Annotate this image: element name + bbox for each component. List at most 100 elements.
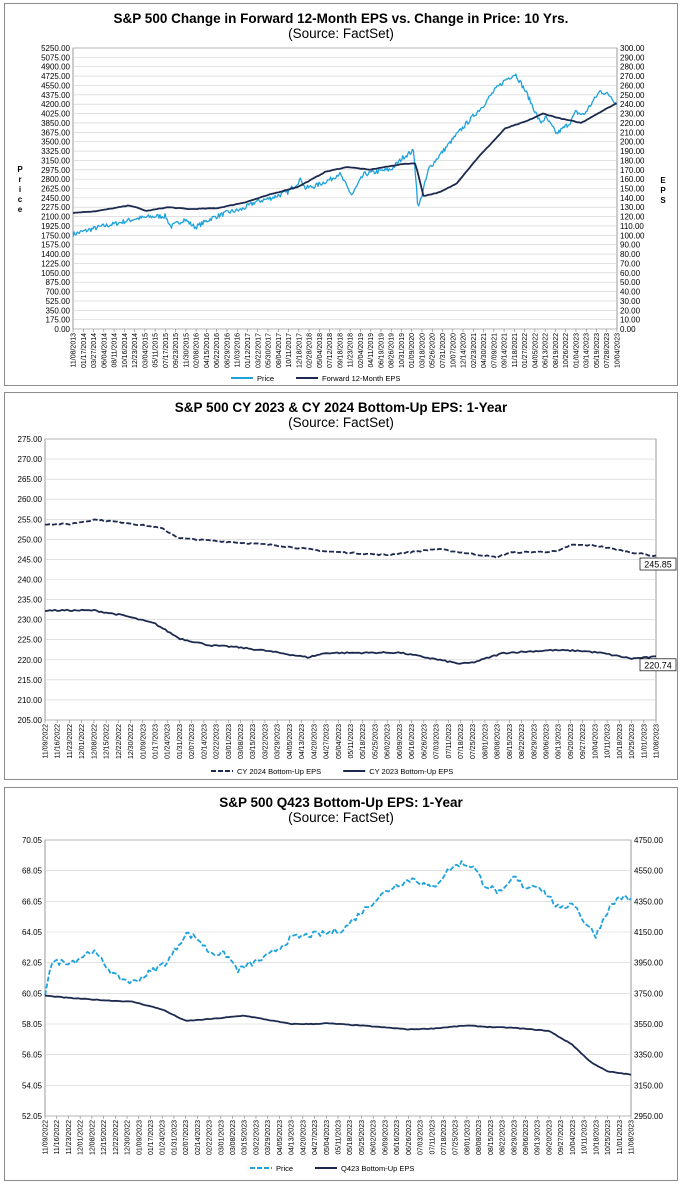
chart-3-xtick-label: 06/02/2023 xyxy=(371,1120,378,1155)
chart-1-ytick-right: 230.00 xyxy=(620,110,645,119)
chart-1-xtick-label: 11/23/2018 xyxy=(348,333,355,368)
chart-2-subtitle: (Source: FactSet) xyxy=(288,415,394,430)
chart-1-xtick-label: 10/04/2023 xyxy=(615,333,622,368)
chart-3-ytick-right: 4350.00 xyxy=(634,897,663,906)
chart-3-xtick-label: 01/24/2023 xyxy=(160,1120,167,1155)
chart-1-xtick-label: 06/04/2014 xyxy=(101,333,108,368)
chart-1-legend-label-0: Price xyxy=(257,374,274,383)
chart-1-xtick-label: 04/05/2022 xyxy=(532,333,539,368)
chart-1-xtick-label: 02/28/2018 xyxy=(307,333,314,368)
chart-2-ytick-left: 265.00 xyxy=(18,475,43,484)
chart-1-y2label-letter: P xyxy=(660,186,666,195)
chart-3-xtick-label: 08/29/2023 xyxy=(511,1120,518,1155)
chart-2-xtick-label: 11/16/2022 xyxy=(55,724,62,759)
chart-3-xtick-label: 07/18/2023 xyxy=(441,1120,448,1155)
chart-3-xtick-label: 08/22/2023 xyxy=(500,1120,507,1155)
chart-2-ytick-left: 235.00 xyxy=(18,596,43,605)
chart-1-xtick-label: 01/27/2022 xyxy=(522,333,529,368)
chart-1-xtick-label: 10/07/2020 xyxy=(450,333,457,368)
chart-2-xtick-label: 12/15/2022 xyxy=(104,724,111,759)
chart-2-xtick-label: 09/20/2023 xyxy=(568,724,575,759)
chart-1-ytick-right: 110.00 xyxy=(620,222,644,231)
chart-1-ytick-left: 3150.00 xyxy=(41,156,70,165)
chart-2-xtick-label: 03/08/2023 xyxy=(238,724,245,759)
chart-1-ytick-right: 260.00 xyxy=(620,81,645,90)
chart-3-xtick-label: 03/01/2023 xyxy=(218,1120,225,1155)
chart-2-xtick-label: 09/06/2023 xyxy=(544,724,551,759)
chart-panel-1: S&P 500 Change in Forward 12-Month EPS v… xyxy=(4,3,678,386)
chart-2-xtick-label: 10/18/2023 xyxy=(617,724,624,759)
chart-1-ytick-left: 700.00 xyxy=(46,288,71,297)
chart-2-xtick-label: 01/09/2023 xyxy=(140,724,147,759)
chart-3-ytick-left: 52.05 xyxy=(22,1112,43,1121)
chart-2-xtick-label: 06/16/2023 xyxy=(409,724,416,759)
chart-1-ytick-left: 1750.00 xyxy=(41,231,70,240)
chart-3-ytick-right: 4150.00 xyxy=(634,928,663,937)
chart-1-ylabel-letter: i xyxy=(19,185,21,194)
chart-3-xtick-label: 07/03/2023 xyxy=(418,1120,425,1155)
chart-1-ytick-left: 4200.00 xyxy=(41,100,70,109)
chart-2-xtick-label: 08/15/2023 xyxy=(507,724,514,759)
chart-2-xtick-label: 12/30/2022 xyxy=(128,724,135,759)
chart-1-series-price xyxy=(72,73,618,237)
chart-1-ytick-left: 5250.00 xyxy=(41,44,70,53)
chart-2-legend-label-0: CY 2024 Bottom-Up EPS xyxy=(237,767,321,776)
chart-2-xtick-label: 03/22/2023 xyxy=(262,724,269,759)
chart-1-ytick-right: 170.00 xyxy=(620,166,645,175)
chart-3-ytick-left: 54.05 xyxy=(22,1081,43,1090)
chart-2-xtick-label: 03/15/2023 xyxy=(250,724,257,759)
chart-3-xtick-label: 02/14/2023 xyxy=(195,1120,202,1155)
chart-2-xtick-label: 06/02/2023 xyxy=(385,724,392,759)
chart-1-xtick-label: 08/19/2022 xyxy=(553,333,560,368)
chart-1-xtick-label: 07/17/2015 xyxy=(163,333,170,368)
chart-3-ytick-right: 3150.00 xyxy=(634,1081,663,1090)
chart-2-xtick-label: 02/07/2023 xyxy=(189,724,196,759)
chart-1-ytick-right: 150.00 xyxy=(620,185,645,194)
chart-3-xtick-label: 05/04/2023 xyxy=(324,1120,331,1155)
chart-2-ytick-left: 210.00 xyxy=(18,696,43,705)
chart-1-ytick-right: 190.00 xyxy=(620,147,645,156)
chart-3-ytick-left: 70.05 xyxy=(22,836,43,845)
chart-3-xtick-label: 07/11/2023 xyxy=(429,1120,436,1155)
chart-1-ytick-right: 120.00 xyxy=(620,213,645,222)
chart-2-xtick-label: 05/11/2023 xyxy=(348,724,355,759)
chart-1-ytick-right: 70.00 xyxy=(620,259,641,268)
chart-2-xtick-label: 06/26/2023 xyxy=(421,724,428,759)
chart-3-ytick-right: 3950.00 xyxy=(634,959,663,968)
chart-2-xtick-label: 11/01/2023 xyxy=(641,724,648,759)
chart-1-ytick-right: 160.00 xyxy=(620,175,645,184)
chart-2-xtick-label: 05/25/2023 xyxy=(372,724,379,759)
chart-3-ytick-left: 62.05 xyxy=(22,959,43,968)
chart-1-ytick-left: 4550.00 xyxy=(41,81,70,90)
chart-2-xtick-label: 10/25/2023 xyxy=(629,724,636,759)
chart-1-ytick-right: 20.00 xyxy=(620,306,641,315)
chart-3-legend-label-1: Q423 Bottom-Up EPS xyxy=(341,1164,414,1173)
chart-1-ytick-left: 525.00 xyxy=(46,297,71,306)
chart-1-xtick-label: 12/18/2017 xyxy=(296,333,303,368)
chart-1-ytick-left: 4725.00 xyxy=(41,72,70,81)
chart-2-xtick-label: 03/01/2023 xyxy=(226,724,233,759)
chart-3-xtick-label: 03/22/2023 xyxy=(253,1120,260,1155)
chart-3-xtick-label: 02/22/2023 xyxy=(207,1120,214,1155)
chart-3-ytick-right: 3750.00 xyxy=(634,989,663,998)
chart-3-plot-area xyxy=(44,839,632,1117)
chart-1-xtick-label: 05/19/2023 xyxy=(594,333,601,368)
chart-2-ytick-left: 250.00 xyxy=(18,535,43,544)
chart-3-ytick-left: 56.05 xyxy=(22,1051,43,1060)
chart-2-xtick-label: 12/01/2022 xyxy=(79,724,86,759)
chart-2-series-cy2023 xyxy=(44,608,657,665)
chart-1-series-eps xyxy=(72,102,617,214)
chart-1-ytick-left: 3850.00 xyxy=(41,119,70,128)
chart-3-ytick-right: 4550.00 xyxy=(634,867,663,876)
chart-1-ytick-right: 290.00 xyxy=(620,53,645,62)
chart-3-xtick-label: 10/25/2023 xyxy=(605,1120,612,1155)
chart-1-ytick-left: 2450.00 xyxy=(41,194,70,203)
chart-2-ytick-left: 270.00 xyxy=(18,455,43,464)
chart-2-title: S&P 500 CY 2023 & CY 2024 Bottom-Up EPS:… xyxy=(175,400,508,415)
chart-2-series-cy2024 xyxy=(45,518,657,559)
chart-1-ytick-right: 50.00 xyxy=(620,278,641,287)
chart-1-xtick-label: 06/13/2022 xyxy=(543,333,550,368)
chart-3-xtick-label: 10/11/2023 xyxy=(582,1120,589,1155)
chart-2-xtick-label: 07/03/2023 xyxy=(434,724,441,759)
chart-1-ytick-left: 4375.00 xyxy=(41,91,70,100)
